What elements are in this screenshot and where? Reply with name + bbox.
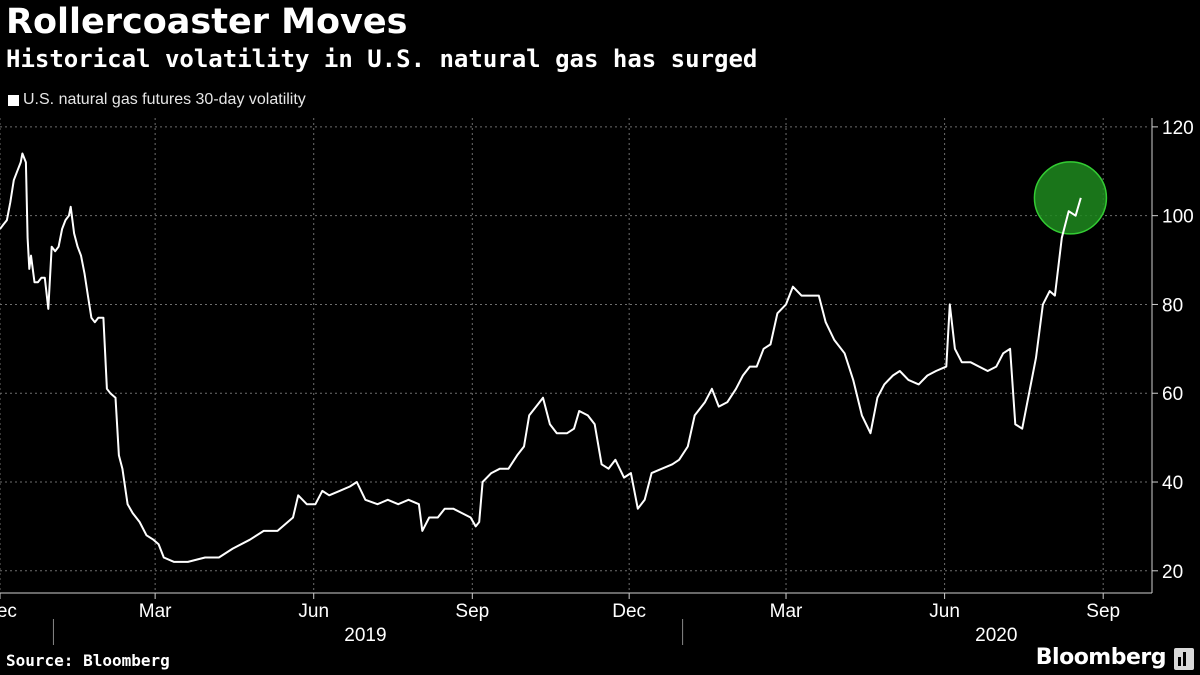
y-tick-label: 60 bbox=[1162, 384, 1183, 405]
legend-swatch bbox=[8, 94, 19, 106]
highlight-circle bbox=[1033, 161, 1108, 235]
x-tick-label: Jun bbox=[298, 601, 329, 622]
y-tick-label: 80 bbox=[1162, 295, 1183, 316]
y-tick-label: 40 bbox=[1162, 473, 1183, 494]
legend-label: U.S. natural gas futures 30-day volatili… bbox=[23, 91, 306, 108]
source-note: Source: Bloomberg bbox=[6, 651, 170, 670]
y-tick-label: 100 bbox=[1162, 207, 1194, 228]
y-tick-label: 20 bbox=[1162, 562, 1183, 583]
chart-title: Rollercoaster Moves bbox=[6, 2, 408, 42]
x-tick-label: Sep bbox=[455, 601, 489, 622]
legend: U.S. natural gas futures 30-day volatili… bbox=[8, 91, 306, 109]
brand-wordmark: Bloomberg bbox=[1035, 645, 1167, 670]
x-tick-label: Sep bbox=[1086, 601, 1120, 622]
chart-subtitle: Historical volatility in U.S. natural ga… bbox=[6, 45, 758, 73]
x-tick-label: Jun bbox=[929, 601, 960, 622]
series-line bbox=[0, 152, 1082, 563]
y-tick-label: 120 bbox=[1162, 118, 1194, 139]
x-tick-label: Mar bbox=[770, 601, 803, 622]
year-label: 2019 bbox=[344, 625, 386, 646]
year-label: 2020 bbox=[975, 625, 1017, 646]
x-tick-label: Mar bbox=[139, 601, 172, 622]
bloomberg-terminal-icon bbox=[1174, 648, 1194, 670]
x-tick-label: Dec bbox=[612, 601, 646, 622]
x-tick-label: Dec bbox=[0, 601, 17, 622]
